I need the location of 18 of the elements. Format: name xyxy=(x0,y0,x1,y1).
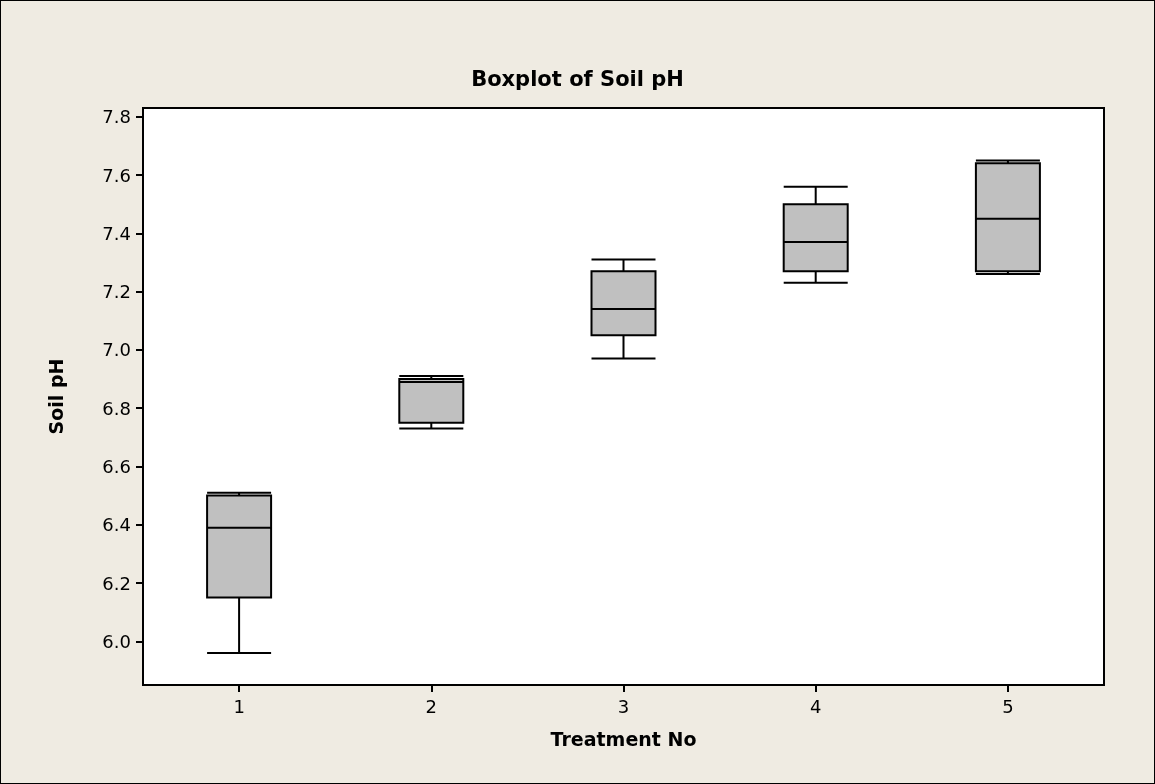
y-tick-label: 7.0 xyxy=(102,339,131,361)
y-tick-label: 7.4 xyxy=(102,222,131,244)
y-tick-label: 6.0 xyxy=(102,630,131,652)
y-tick-label: 7.8 xyxy=(102,106,131,128)
y-tick-label: 6.4 xyxy=(102,514,131,536)
y-tick-label: 7.2 xyxy=(102,281,131,303)
y-tick-label: 7.6 xyxy=(102,164,131,186)
x-axis-title: Treatment No xyxy=(550,727,697,750)
x-tick-label: 3 xyxy=(617,695,630,717)
x-tick-label: 2 xyxy=(425,695,438,717)
y-axis-title: Soil pH xyxy=(44,358,67,435)
y-tick-label: 6.8 xyxy=(102,397,131,419)
x-tick-label: 4 xyxy=(809,695,822,717)
x-tick-label: 5 xyxy=(1002,695,1014,717)
y-tick-label: 6.6 xyxy=(102,455,131,477)
y-tick-label: 6.2 xyxy=(102,572,131,594)
x-tick-label: 1 xyxy=(233,695,245,717)
chart-title: Boxplot of Soil pH xyxy=(471,66,684,91)
